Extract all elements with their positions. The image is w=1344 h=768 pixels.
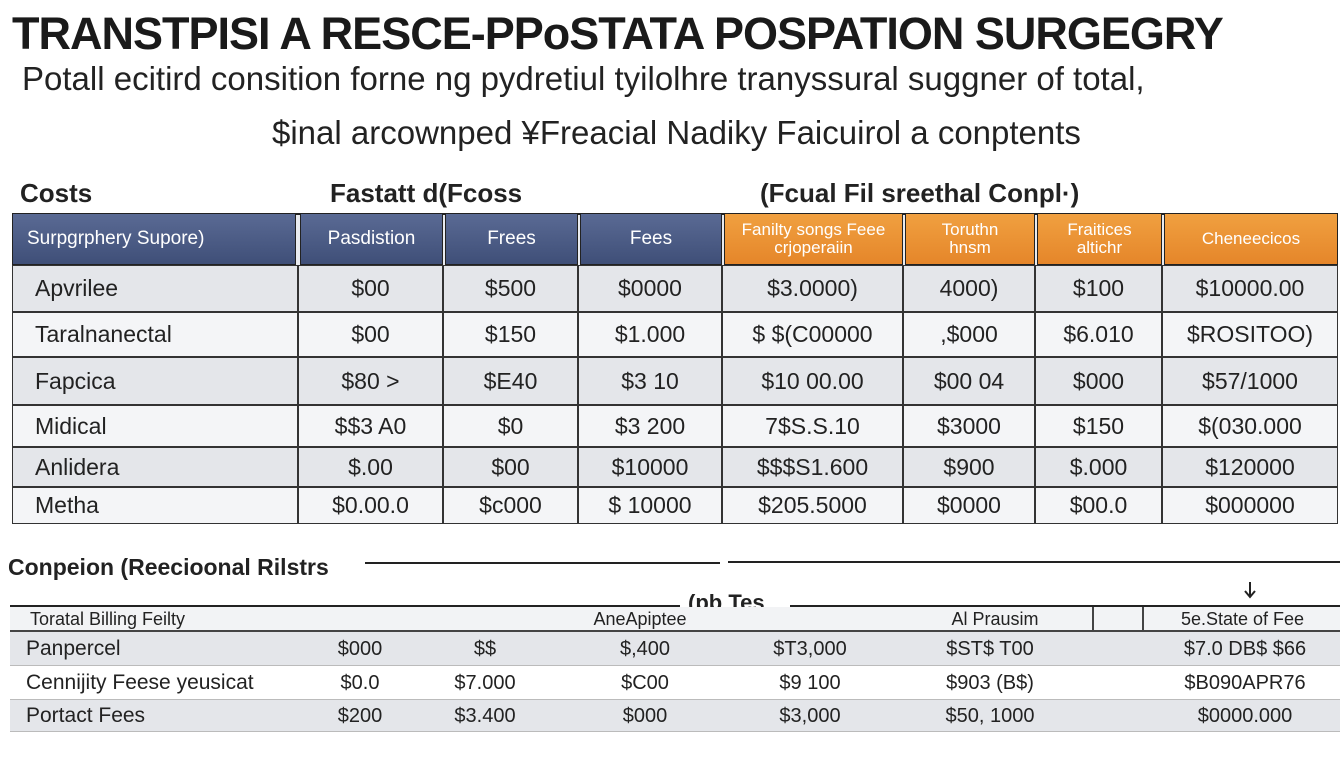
rule	[728, 561, 1340, 563]
value-cell: $903 (B$)	[946, 671, 1034, 694]
subtitle: $inal arcownped ¥Freacial Nadiky Faicuir…	[272, 114, 1081, 151]
value-cell: $80 >	[298, 357, 443, 405]
section-label: (Fcual Fil sreethal Conpl·)	[760, 178, 1080, 208]
value-cell: $000000	[1162, 487, 1338, 524]
value-cell: $00	[443, 447, 578, 487]
value-cell: $$$S1.600	[722, 447, 903, 487]
row-label: Panpercel	[26, 636, 121, 660]
value-cell: $200	[337, 704, 383, 727]
value-cell: $10 00.00	[722, 357, 903, 405]
row-label: Taralnanectal	[12, 312, 298, 357]
header-cell: Fanilty songs Feee crjoperaiin	[724, 213, 903, 265]
value-cell: $3 10	[578, 357, 722, 405]
value-cell: $7.0 DB$ $66	[1183, 637, 1307, 660]
header-cell: Toratal Billing Feilty	[30, 609, 186, 630]
value-cell: $0.0	[340, 671, 380, 694]
value-cell: $900	[903, 447, 1035, 487]
value-cell: $50, 1000	[945, 704, 1035, 727]
value-cell: $C00	[621, 671, 669, 694]
value-cell: $3.0000)	[722, 265, 903, 312]
value-cell: $3.400	[454, 704, 516, 727]
value-cell: $00	[298, 265, 443, 312]
row-label: Fapcica	[12, 357, 298, 405]
row-band	[10, 700, 1340, 732]
title: TRANSTPISI A RESCE-PPoSTATA POSPATION SU…	[12, 8, 1224, 59]
value-cell: $10000.00	[1162, 265, 1338, 312]
value-cell: $150	[443, 312, 578, 357]
value-cell: $0.00.0	[298, 487, 443, 524]
value-cell: $000	[622, 704, 668, 727]
row-label: Portact Fees	[26, 703, 146, 727]
header-cell: Cheneecicos	[1164, 213, 1338, 265]
value-cell: $ 10000	[578, 487, 722, 524]
value-cell: $3000	[903, 405, 1035, 447]
header-cell: 5e.State of Fee	[1180, 609, 1305, 630]
value-cell: $.00	[298, 447, 443, 487]
value-cell: $3 200	[578, 405, 722, 447]
rule	[365, 562, 720, 564]
value-cell: $10000	[578, 447, 722, 487]
value-cell: $0	[443, 405, 578, 447]
arrow	[1244, 582, 1256, 599]
section-label: Fastatt d(Fcoss	[330, 178, 523, 208]
value-cell: $$3 A0	[298, 405, 443, 447]
value-cell: $ $(C00000	[722, 312, 903, 357]
value-cell: $T3,000	[773, 637, 847, 660]
row-label: Cennijity Feese yeusicat	[26, 670, 254, 694]
rule	[790, 605, 1340, 607]
value-cell: $000	[1035, 357, 1162, 405]
value-cell: 7$S.S.10	[722, 405, 903, 447]
header-cell: Toruthn hnsm	[905, 213, 1035, 265]
section-label: Costs	[20, 178, 93, 208]
value-cell: $7.000	[454, 671, 516, 694]
value-cell: $100	[1035, 265, 1162, 312]
value-cell: $3,000	[779, 704, 841, 727]
value-cell: $205.5000	[722, 487, 903, 524]
value-cell: $000	[337, 637, 383, 660]
row-label: Midical	[12, 405, 298, 447]
row-label: Metha	[12, 487, 298, 524]
value-cell: $0000	[578, 265, 722, 312]
value-cell: $0000	[903, 487, 1035, 524]
value-cell: $150	[1035, 405, 1162, 447]
value-cell: $6.010	[1035, 312, 1162, 357]
value-cell: 4000)	[903, 265, 1035, 312]
value-cell: $00 04	[903, 357, 1035, 405]
row-label: Anlidera	[12, 447, 298, 487]
value-cell: $,400	[619, 637, 671, 660]
value-cell: $ST$ T00	[946, 637, 1034, 660]
value-cell: $1.000	[578, 312, 722, 357]
value-cell: $c000	[443, 487, 578, 524]
subtitle: Potall ecitird consition forne ng pydret…	[22, 60, 1145, 97]
row-band	[10, 666, 1340, 700]
value-cell: $500	[443, 265, 578, 312]
header-cell: Pasdistion	[300, 213, 443, 265]
value-cell: $$	[473, 637, 497, 660]
row-label: Apvrilee	[12, 265, 298, 312]
value-cell: $(030.000	[1162, 405, 1338, 447]
value-cell: $57/1000	[1162, 357, 1338, 405]
header-cell: Surpgrphery Supore)	[12, 213, 296, 265]
header-cell: Fees	[580, 213, 722, 265]
value-cell: $.000	[1035, 447, 1162, 487]
value-cell: $120000	[1162, 447, 1338, 487]
header-cell: Fraitices altichr	[1037, 213, 1162, 265]
value-cell: $ROSITOO)	[1162, 312, 1338, 357]
header-cell: Frees	[445, 213, 578, 265]
value-cell: $E40	[443, 357, 578, 405]
value-cell: $00.0	[1035, 487, 1162, 524]
header-row	[10, 607, 1340, 632]
section-title: Conpeion (Reecioonal Rilstrs	[8, 554, 329, 580]
value-cell: $9 100	[779, 671, 841, 694]
value-cell: $0000.000	[1197, 704, 1293, 727]
header-cell: AneApiptee	[593, 609, 687, 630]
header-cell: Al Prausim	[951, 609, 1039, 630]
value-cell: ,$000	[903, 312, 1035, 357]
value-cell: $00	[298, 312, 443, 357]
value-cell: $B090APR76	[1184, 671, 1306, 694]
row-band	[10, 632, 1340, 666]
rule	[10, 605, 680, 607]
